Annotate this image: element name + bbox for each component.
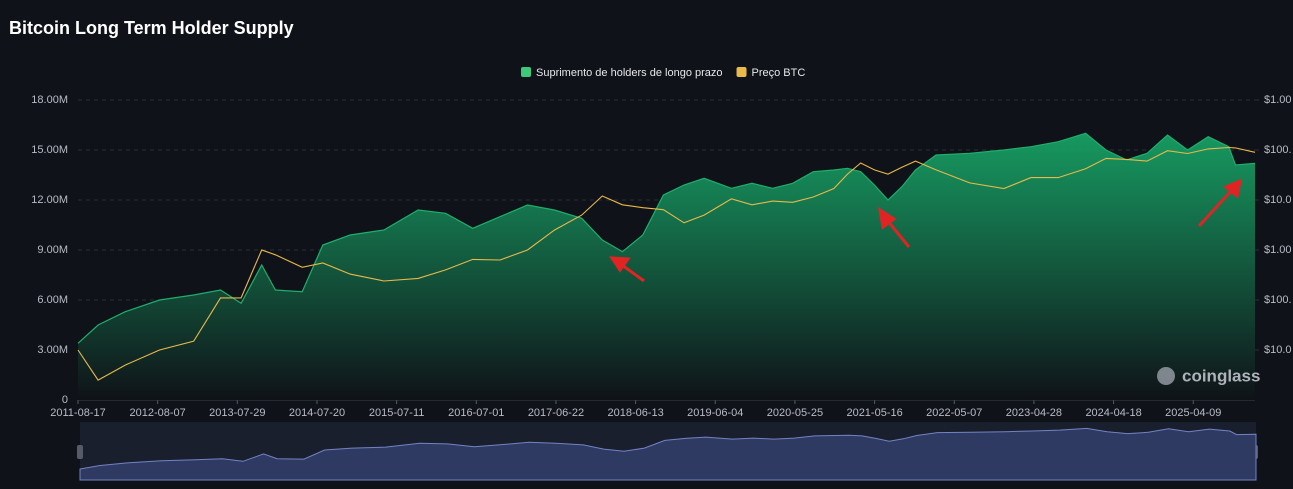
watermark-icon xyxy=(1157,367,1175,385)
x-tick-label: 2025-04-09 xyxy=(1165,407,1221,419)
legend-label: Suprimento de holders de longo prazo xyxy=(536,67,723,79)
watermark: coinglass xyxy=(1182,366,1260,385)
price-line xyxy=(77,146,1256,381)
y2-tick-label: $10.0 xyxy=(1264,194,1292,206)
y2-tick-label: $10.0 xyxy=(1264,344,1292,356)
y2-tick-label: $100. xyxy=(1264,144,1292,156)
y-tick-label: 18.00M xyxy=(31,94,68,106)
x-tick-label: 2019-06-04 xyxy=(687,407,743,419)
x-tick-label: 2020-05-25 xyxy=(767,407,823,419)
supply-area xyxy=(78,133,1255,401)
x-tick-label: 2022-05-07 xyxy=(926,407,982,419)
x-tick-label: 2021-05-16 xyxy=(846,407,902,419)
x-tick-label: 2023-04-28 xyxy=(1006,407,1062,419)
legend-swatch xyxy=(521,67,531,77)
legend-swatch xyxy=(736,67,747,77)
x-tick-label: 2013-07-29 xyxy=(209,407,265,419)
y-tick-label: 3.00M xyxy=(37,344,68,356)
supply-line xyxy=(77,132,1256,344)
y2-tick-label: $100. xyxy=(1264,294,1292,306)
x-tick-label: 2024-04-18 xyxy=(1085,407,1141,419)
x-tick-label: 2018-06-13 xyxy=(607,407,663,419)
arrow-head xyxy=(877,206,897,230)
y-tick-label: 15.00M xyxy=(31,144,68,156)
x-tick-label: 2017-06-22 xyxy=(528,407,584,419)
x-tick-label: 2012-08-07 xyxy=(130,407,186,419)
legend-label: Preço BTC xyxy=(752,67,806,79)
y2-tick-label: $1.00 xyxy=(1264,94,1292,106)
arrow xyxy=(621,263,645,283)
y2-tick-label: $1.00 xyxy=(1264,244,1292,256)
arrow xyxy=(1197,188,1234,228)
arrow-head xyxy=(1223,178,1243,199)
y-tick-label: 0 xyxy=(62,394,68,406)
x-tick-label: 2011-08-17 xyxy=(50,407,105,419)
nav-handle[interactable] xyxy=(77,445,83,459)
x-tick-label: 2014-07-20 xyxy=(289,407,345,419)
arrow-head xyxy=(609,256,631,273)
navigator-area xyxy=(79,427,1257,481)
x-tick-label: 2016-07-01 xyxy=(448,407,504,419)
annotation-arrows xyxy=(609,178,1243,283)
y-tick-label: 6.00M xyxy=(37,294,68,306)
chart-title: Bitcoin Long Term Holder Supply xyxy=(9,18,294,38)
y-tick-label: 12.00M xyxy=(31,194,68,206)
y-tick-label: 9.00M xyxy=(37,244,68,256)
arrow xyxy=(885,219,911,248)
x-tick-label: 2015-07-11 xyxy=(369,407,424,419)
